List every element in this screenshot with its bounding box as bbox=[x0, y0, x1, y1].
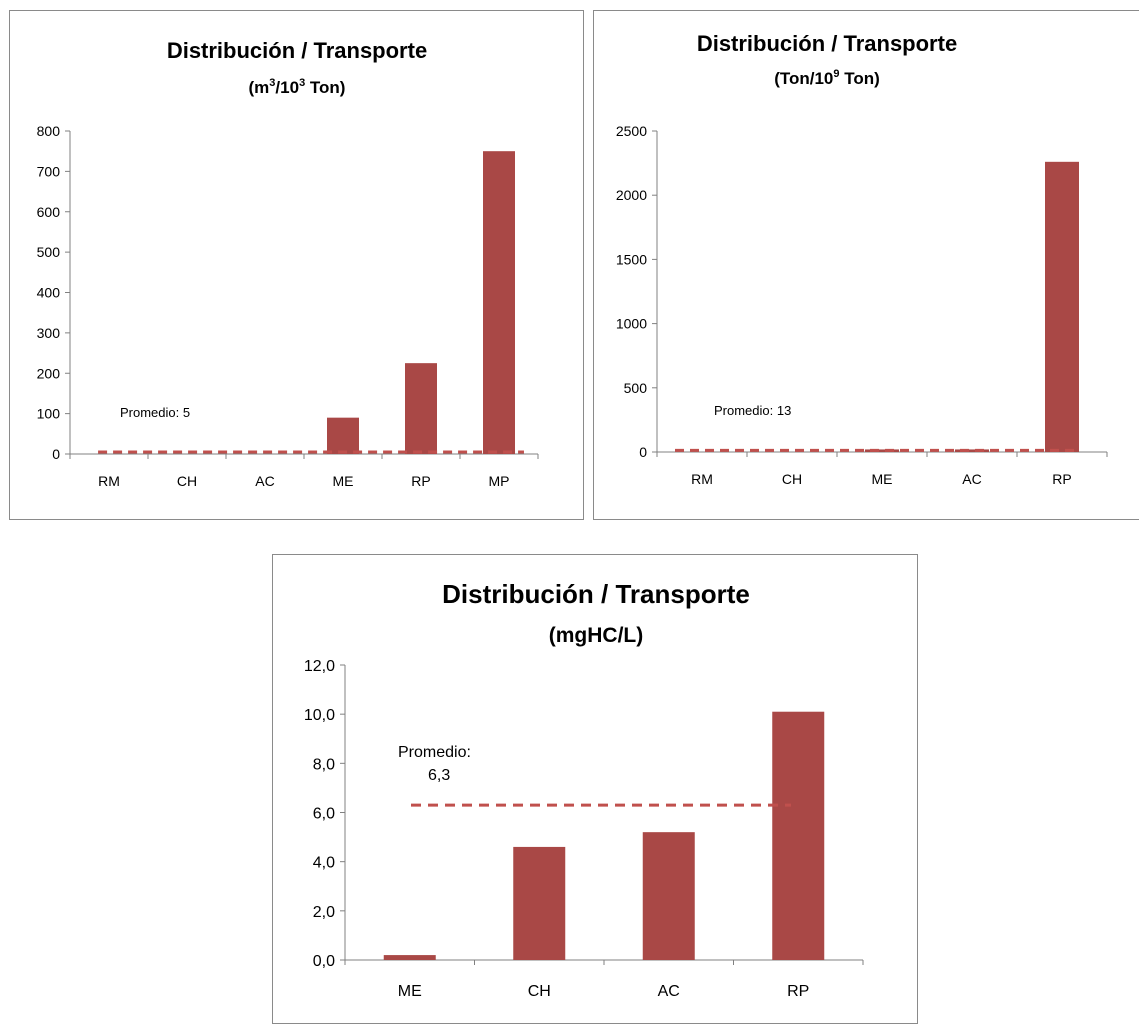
bar bbox=[513, 846, 566, 960]
x-tick-label: ME bbox=[398, 983, 422, 1000]
y-tick-label: 8,0 bbox=[313, 756, 335, 773]
x-tick-label: ME bbox=[333, 473, 354, 489]
bar bbox=[642, 832, 695, 960]
y-tick-label: 200 bbox=[37, 365, 61, 381]
x-tick-label: AC bbox=[658, 983, 680, 1000]
x-tick-label: RM bbox=[98, 473, 120, 489]
subtitle-part: (m bbox=[249, 78, 270, 97]
y-tick-label: 600 bbox=[37, 204, 61, 220]
subtitle-part: Ton) bbox=[840, 69, 880, 88]
bar bbox=[955, 449, 989, 452]
y-tick-label: 4,0 bbox=[313, 855, 335, 872]
chart-title: Distribución / Transporte bbox=[697, 31, 957, 56]
y-tick-label: 10,0 bbox=[304, 707, 335, 724]
y-tick-label: 0 bbox=[639, 444, 647, 460]
subtitle-superscript: 3 bbox=[269, 77, 275, 89]
bar bbox=[327, 417, 359, 454]
y-tick-label: 300 bbox=[37, 325, 61, 341]
chart-panel-m3: Distribución / Transporte (m3/103 Ton) 0… bbox=[9, 10, 584, 520]
x-tick-label: MP bbox=[489, 473, 510, 489]
x-tick-label: AC bbox=[962, 471, 981, 487]
x-tick-label: CH bbox=[177, 473, 197, 489]
y-tick-label: 12,0 bbox=[304, 658, 335, 675]
y-tick-label: 2000 bbox=[616, 187, 647, 203]
average-label: Promedio: bbox=[398, 744, 471, 761]
subtitle-part: Ton) bbox=[305, 78, 345, 97]
chart-title: Distribución / Transporte bbox=[442, 579, 750, 609]
x-tick-label: RP bbox=[1052, 471, 1071, 487]
bar bbox=[383, 955, 436, 960]
y-tick-label: 0 bbox=[52, 446, 60, 462]
y-tick-label: 1500 bbox=[616, 251, 647, 267]
y-tick-label: 500 bbox=[624, 380, 648, 396]
average-label: Promedio: 5 bbox=[120, 405, 190, 420]
x-tick-label: ME bbox=[872, 471, 893, 487]
y-tick-label: 0,0 bbox=[313, 953, 335, 970]
chart-panel-mghc: Distribución / Transporte (mgHC/L) 0,0 2,… bbox=[272, 554, 918, 1024]
y-tick-label: 6,0 bbox=[313, 806, 335, 823]
chart-subtitle: (mgHC/L) bbox=[549, 624, 643, 647]
y-tick-label: 1000 bbox=[616, 316, 647, 332]
chart-ton: Distribución / Transporte (Ton/109 Ton) … bbox=[616, 31, 1108, 487]
subtitle-part: /10 bbox=[275, 78, 299, 97]
y-tick-label: 800 bbox=[37, 123, 61, 139]
x-tick-label: RP bbox=[411, 473, 430, 489]
y-tick-label: 700 bbox=[37, 163, 61, 179]
chart-panel-ton: Distribución / Transporte (Ton/109 Ton) … bbox=[593, 10, 1139, 520]
x-tick-label: RM bbox=[691, 471, 713, 487]
chart-subtitle: (Ton/109 Ton) bbox=[774, 68, 880, 88]
y-tick-label: 400 bbox=[37, 285, 61, 301]
x-tick-label: RP bbox=[787, 983, 809, 1000]
y-tick-label: 2,0 bbox=[313, 904, 335, 921]
chart-mghc: Distribución / Transporte (mgHC/L) 0,0 2,… bbox=[304, 579, 864, 1000]
bar bbox=[865, 449, 899, 452]
subtitle-superscript: 3 bbox=[299, 77, 305, 89]
subtitle-superscript: 9 bbox=[833, 68, 839, 80]
y-tick-label: 500 bbox=[37, 244, 61, 260]
chart-title: Distribución / Transporte bbox=[167, 38, 427, 63]
x-tick-label: CH bbox=[782, 471, 802, 487]
average-label: Promedio: 13 bbox=[714, 403, 791, 418]
bar bbox=[772, 711, 825, 960]
average-label: 6,3 bbox=[428, 767, 450, 784]
subtitle-part: (Ton/10 bbox=[774, 69, 833, 88]
bar bbox=[405, 363, 437, 454]
x-tick-label: CH bbox=[528, 983, 551, 1000]
x-tick-label: AC bbox=[255, 473, 274, 489]
y-tick-label: 2500 bbox=[616, 123, 647, 139]
y-tick-label: 100 bbox=[37, 406, 61, 422]
bar bbox=[483, 151, 515, 454]
chart-subtitle: (m3/103 Ton) bbox=[249, 77, 346, 97]
chart-m3: Distribución / Transporte (m3/103 Ton) 0… bbox=[37, 38, 539, 489]
bar bbox=[1045, 161, 1079, 453]
